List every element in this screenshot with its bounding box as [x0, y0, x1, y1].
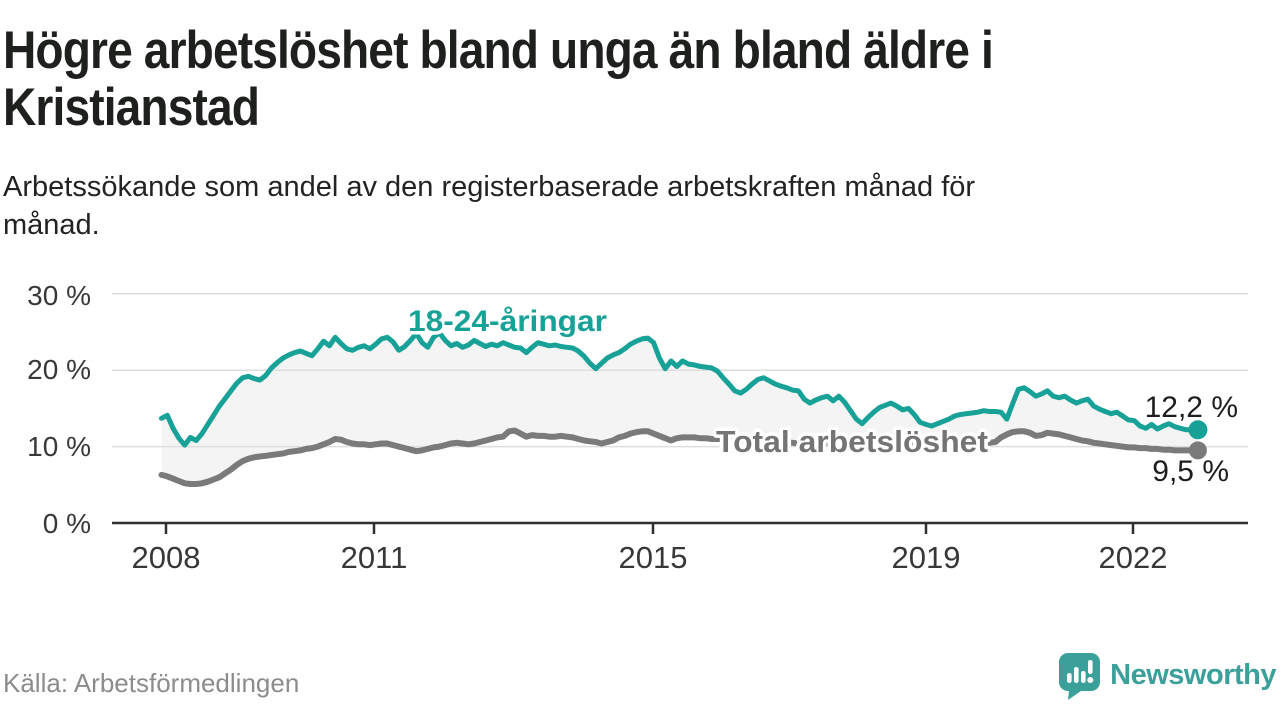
series-line-layer — [158, 330, 1201, 487]
x-tick-label-2011: 2011 — [341, 540, 408, 575]
total-end-dot — [1188, 441, 1207, 460]
x-tick-label-2019: 2019 — [892, 540, 961, 575]
series-label-youth: 18-24-åringar — [408, 305, 607, 338]
logo-bar-2 — [1074, 666, 1079, 683]
logo-bar-1 — [1067, 672, 1072, 683]
logo-bubble — [1059, 652, 1101, 700]
between-series-band — [161, 332, 1198, 484]
page-title: Högre arbetslöshet bland unga än bland ä… — [3, 21, 994, 137]
total-line — [158, 427, 1201, 487]
logo-exclamation-bar — [1088, 659, 1093, 674]
x-tick-label-2015: 2015 — [619, 540, 688, 575]
y-tick-label-20: 20 % — [27, 354, 91, 385]
y-tick-label-0: 0 % — [43, 508, 91, 539]
gridline-layer — [112, 293, 1248, 448]
x-tick-label-2022: 2022 — [1099, 540, 1168, 575]
brand-logo: Newsworthy — [1057, 650, 1276, 700]
x-tick-layer — [164, 523, 1135, 534]
band-fill-layer — [161, 332, 1198, 484]
page-title-line1: Högre arbetslöshet bland unga än bland ä… — [3, 21, 994, 80]
logo-bar-3 — [1081, 670, 1086, 683]
newsworthy-icon — [1059, 652, 1101, 700]
page-subtitle-line2: månad. — [3, 209, 100, 241]
end-value-label-youth: 12,2 % — [1145, 391, 1238, 424]
page-subtitle: Arbetssökande som andel av den registerb… — [3, 168, 975, 244]
source-note: Källa: Arbetsförmedlingen — [3, 668, 300, 698]
end-value-label-total: 9,5 % — [1152, 455, 1229, 488]
brand-name: Newsworthy — [1110, 658, 1276, 691]
x-tick-label-2008: 2008 — [132, 540, 201, 575]
page-subtitle-line1: Arbetssökande som andel av den registerb… — [3, 171, 976, 203]
y-tick-label-10: 10 % — [27, 431, 91, 462]
page-title-line2: Kristianstad — [3, 78, 260, 137]
series-end-dot-layer — [1188, 420, 1208, 460]
youth-end-dot — [1188, 420, 1208, 440]
y-tick-label-30: 30 % — [27, 280, 91, 311]
youth-line — [159, 330, 1201, 448]
series-label-total: Total arbetslöshet — [716, 424, 988, 459]
logo-exclamation-dot — [1087, 676, 1094, 683]
